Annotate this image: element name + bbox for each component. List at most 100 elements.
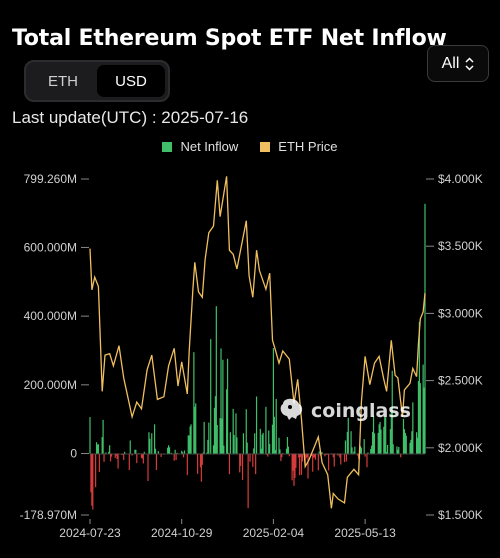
net-inflow-bar	[324, 453, 326, 457]
net-inflow-bar	[287, 446, 289, 454]
net-inflow-bar	[402, 418, 405, 454]
net-inflow-bar	[226, 389, 228, 454]
net-inflow-bar	[153, 424, 156, 454]
legend-label-net-inflow: Net Inflow	[180, 139, 239, 154]
net-inflow-bar	[265, 406, 267, 454]
x-tick-label: 2025-02-04	[243, 526, 305, 540]
net-inflow-bar	[411, 431, 413, 454]
net-inflow-bar	[255, 453, 257, 475]
net-inflow-bar	[154, 448, 157, 454]
net-inflow-bar	[419, 383, 421, 454]
net-inflow-bar	[236, 437, 238, 454]
net-inflow-bar	[397, 449, 399, 454]
watermark-text: coinglass	[311, 400, 411, 422]
net-inflow-bar	[98, 453, 100, 473]
net-inflow-bar	[222, 359, 224, 454]
net-inflow-bar	[398, 447, 400, 454]
net-inflow-bar	[199, 453, 202, 468]
net-inflow-bar	[306, 453, 308, 457]
net-inflow-bars	[89, 203, 426, 510]
net-inflow-bar	[423, 387, 425, 454]
net-inflow-bar	[252, 453, 254, 467]
coinglass-watermark: coinglass	[280, 398, 411, 422]
net-inflow-bar	[176, 452, 178, 454]
net-inflow-bar	[168, 447, 171, 454]
net-inflow-bar	[116, 453, 118, 460]
y-right-tick-label: $3.500K	[438, 239, 483, 253]
net-inflow-bar	[136, 453, 138, 464]
y-left-tick-label: 200.000M	[24, 378, 77, 392]
net-inflow-bar	[364, 453, 366, 457]
net-inflow-bar	[321, 452, 323, 454]
net-inflow-bar	[226, 358, 229, 454]
net-inflow-bar	[371, 445, 373, 454]
net-inflow-bar	[260, 448, 262, 454]
net-inflow-bar	[271, 424, 274, 454]
net-inflow-bar	[140, 453, 143, 458]
net-inflow-bar	[240, 453, 242, 466]
net-inflow-bar	[305, 453, 307, 459]
net-inflow-bar	[392, 444, 394, 454]
net-inflow-bar	[143, 451, 145, 454]
x-tick-label: 2025-05-13	[334, 526, 396, 540]
net-inflow-bar	[186, 453, 188, 476]
net-inflow-bar	[351, 447, 353, 454]
legend-item-net-inflow[interactable]: Net Inflow	[162, 139, 238, 154]
y-right-tick-label: $2.500K	[438, 374, 483, 388]
net-inflow-bar	[246, 442, 248, 454]
net-inflow-bar	[340, 453, 342, 465]
net-inflow-bar	[391, 370, 393, 454]
net-inflow-bar	[385, 417, 387, 454]
unit-option-usd[interactable]: USD	[97, 65, 165, 97]
net-inflow-bar	[101, 437, 103, 454]
range-select[interactable]: All	[427, 45, 489, 82]
net-inflow-bar	[141, 453, 143, 459]
net-inflow-bar	[377, 432, 379, 454]
net-inflow-bar	[90, 453, 92, 493]
y-left-tick-label: -178.970M	[20, 508, 77, 522]
net-inflow-bar	[337, 453, 339, 456]
net-inflow-bar	[181, 450, 183, 454]
net-inflow-bar	[317, 453, 319, 471]
net-inflow-bar	[151, 433, 153, 454]
net-inflow-bar	[255, 396, 258, 454]
net-inflow-bar	[142, 453, 144, 464]
legend-item-eth-price[interactable]: ETH Price	[260, 139, 338, 154]
net-inflow-bar	[268, 430, 270, 454]
net-inflow-bar	[350, 431, 352, 454]
net-inflow-bar	[187, 435, 189, 454]
net-inflow-bar	[307, 453, 309, 479]
net-inflow-bar	[221, 418, 223, 454]
net-inflow-bar	[232, 408, 234, 454]
net-inflow-bar	[384, 417, 386, 454]
net-inflow-bar	[155, 453, 158, 471]
net-inflow-bar	[279, 449, 281, 454]
net-inflow-bar	[103, 453, 105, 462]
net-inflow-bar	[347, 417, 349, 454]
net-inflow-bar	[92, 453, 94, 510]
net-inflow-bar	[197, 453, 199, 474]
y-axis-right: $4.000K $3.500K $3.000K $2.500K $2.000K $1.50…	[426, 172, 483, 522]
net-inflow-bar	[288, 453, 290, 457]
net-inflow-bar	[424, 203, 426, 454]
net-inflow-bar	[110, 453, 113, 457]
net-inflow-bar	[190, 424, 192, 454]
net-inflow-bar	[275, 398, 277, 454]
net-inflow-bar	[182, 452, 184, 454]
net-inflow-bar	[219, 418, 221, 454]
net-inflow-bar	[267, 453, 269, 457]
legend-swatch-eth-price	[260, 141, 271, 152]
net-inflow-bar	[357, 453, 359, 456]
net-inflow-bar	[114, 453, 116, 458]
net-inflow-bar	[227, 452, 230, 454]
net-inflow-bar	[117, 453, 119, 469]
net-inflow-bar	[245, 409, 247, 454]
y-right-tick-label: $2.000K	[438, 441, 483, 455]
unit-option-eth[interactable]: ETH	[48, 72, 78, 90]
unit-toggle[interactable]: ETH USD	[24, 60, 170, 102]
net-inflow-bar	[249, 453, 251, 462]
net-inflow-bar	[390, 410, 392, 454]
legend-swatch-net-inflow	[162, 141, 173, 152]
net-inflow-bar	[207, 439, 209, 454]
net-inflow-bar	[301, 453, 304, 462]
